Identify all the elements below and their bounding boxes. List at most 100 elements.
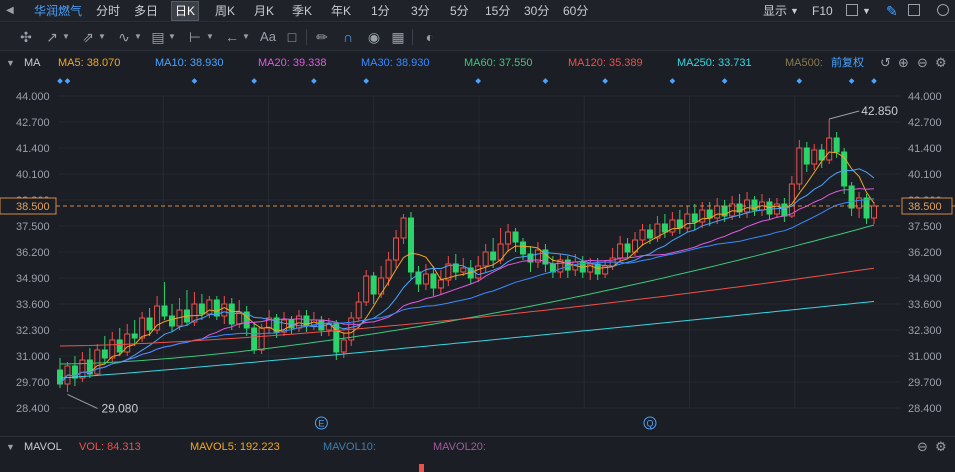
eye-icon[interactable]: ◉ (367, 29, 381, 45)
candle-body (661, 223, 668, 233)
f10-button[interactable]: F10 (812, 4, 833, 18)
ma500-value: MA500: (785, 57, 823, 69)
y-tick-label-right: 41.400 (908, 143, 942, 155)
text-tool-icon[interactable]: Aa (260, 29, 276, 44)
trash-icon[interactable]: ▦ (391, 29, 405, 45)
chevron-down-icon[interactable]: ▼ (62, 32, 70, 41)
candle-body (370, 275, 377, 295)
chevron-down-icon[interactable]: ▼ (790, 6, 799, 16)
period-1min[interactable]: 1分 (371, 4, 390, 18)
period-quarterly-k[interactable]: 季K (292, 4, 313, 18)
period-weekly-k[interactable]: 周K (215, 4, 236, 18)
ma30-value: MA30: 38.930 (361, 57, 430, 69)
candle-body (169, 315, 176, 327)
y-tick-label-right: 28.400 (908, 403, 942, 415)
candle-body (482, 251, 489, 267)
period-15min[interactable]: 15分 (485, 4, 511, 18)
period-daily-k[interactable]: 日K (171, 1, 200, 21)
candle-body (691, 213, 698, 223)
magnet-icon[interactable]: ∩ (342, 29, 354, 45)
high-leader (829, 110, 860, 120)
close-circle-icon[interactable] (937, 4, 949, 16)
line-tool-icon[interactable]: ↗ (46, 29, 58, 45)
gear-icon[interactable]: ⚙ (935, 55, 947, 70)
y-tick-label-right: 34.900 (908, 273, 942, 285)
y-tick-label-right: 40.100 (908, 169, 942, 181)
wave-tool-icon[interactable]: ∿ (118, 29, 130, 45)
toolbar-divider (306, 29, 307, 45)
y-tick-label-right: 36.200 (908, 247, 942, 259)
collapse-icon[interactable]: ▼ (6, 442, 15, 452)
span-tool-icon[interactable]: ⊢ (188, 29, 202, 45)
chevron-down-icon[interactable]: ▼ (206, 32, 214, 41)
period-monthly-k[interactable]: 月K (254, 4, 275, 18)
pen-icon[interactable]: ✎ (886, 3, 898, 19)
checkbox-icon[interactable] (846, 4, 858, 16)
chevron-down-icon[interactable]: ▼ (134, 32, 142, 41)
candle-body (452, 263, 459, 273)
event-marker-top (871, 78, 877, 84)
candle-body (818, 149, 825, 161)
candle-body (295, 315, 302, 329)
mavol-label[interactable]: MAVOL (24, 441, 62, 453)
candle-body (266, 317, 273, 329)
candle-body (848, 185, 855, 209)
volume-bar (419, 464, 424, 472)
arrow-tool-icon[interactable]: ← (225, 29, 239, 45)
adjust-mode[interactable]: 前复权 (831, 57, 864, 69)
drawing-toolbar: ✣ ↗ ▼ ⇗ ▼ ∿ ▼ ▤ ▼ ⊢ ▼ ← ▼ Aa □ ✏ ∩ ◉ ▦ ◐ (0, 23, 955, 51)
period-3min[interactable]: 3分 (411, 4, 430, 18)
candle-body (258, 327, 265, 351)
ma-label[interactable]: MA (24, 57, 41, 69)
window-icon[interactable] (908, 4, 920, 16)
period-yearly-k[interactable]: 年K (331, 4, 352, 18)
remove-icon[interactable]: ⊖ (917, 439, 928, 454)
undo-icon[interactable]: ↺ (880, 55, 891, 70)
chevron-down-icon[interactable]: ▼ (168, 32, 176, 41)
candle-body (340, 339, 347, 353)
period-30min[interactable]: 30分 (524, 4, 550, 18)
period-60min[interactable]: 60分 (563, 4, 589, 18)
candle-body (333, 323, 340, 353)
y-tick-label-right: 37.500 (908, 221, 942, 233)
toggle-icon[interactable]: ◐ (425, 29, 435, 45)
event-marker-top (251, 78, 257, 84)
stock-name[interactable]: 华润燃气 (34, 4, 83, 18)
remove-icon[interactable]: ⊖ (917, 55, 928, 70)
candle-body (206, 299, 213, 315)
channel-tool-icon[interactable]: ⇗ (82, 29, 94, 45)
y-tick-label-left: 41.400 (16, 143, 50, 155)
chevron-down-icon[interactable]: ▼ (242, 32, 250, 41)
candle-body (243, 311, 250, 329)
chevron-left-icon[interactable]: ◀ (6, 5, 14, 16)
event-marker-top (848, 78, 855, 84)
candle-body (587, 263, 594, 273)
chevron-down-icon[interactable]: ▼ (862, 6, 871, 16)
candle-body (871, 205, 877, 219)
period-intraday[interactable]: 分时 (96, 4, 121, 18)
low-label: 29.080 (101, 401, 138, 415)
candle-body (527, 253, 534, 263)
comment-icon[interactable]: □ (287, 29, 297, 45)
y-tick-label-right: 29.700 (908, 377, 942, 389)
candle-body (400, 217, 407, 239)
candle-body (490, 251, 497, 261)
gear-icon[interactable]: ⚙ (935, 439, 947, 454)
range-tool-icon[interactable]: ▤ (151, 29, 165, 45)
period-multiday[interactable]: 多日 (134, 4, 159, 18)
period-5min[interactable]: 5分 (450, 4, 469, 18)
candle-body (146, 317, 153, 331)
candle-body (826, 137, 833, 161)
crosshair-icon[interactable]: ✣ (20, 29, 32, 45)
candlestick-chart[interactable]: 44.000 44.000 42.700 42.700 41.400 41.400 40.1… (0, 74, 955, 436)
display-menu[interactable]: 显示 (763, 4, 788, 18)
chevron-down-icon[interactable]: ▼ (98, 32, 106, 41)
candle-body (639, 229, 646, 241)
brush-icon[interactable]: ✏ (316, 29, 328, 45)
ma-legend-bar: ▼ MA MA5: 38.070 MA10: 38.930 MA20: 39.3… (0, 52, 955, 74)
add-icon[interactable]: ⊕ (898, 55, 909, 70)
ma250-value: MA250: 33.731 (677, 57, 752, 69)
candle-body (124, 333, 131, 353)
ma5-line (59, 151, 875, 385)
collapse-icon[interactable]: ▼ (6, 58, 15, 68)
